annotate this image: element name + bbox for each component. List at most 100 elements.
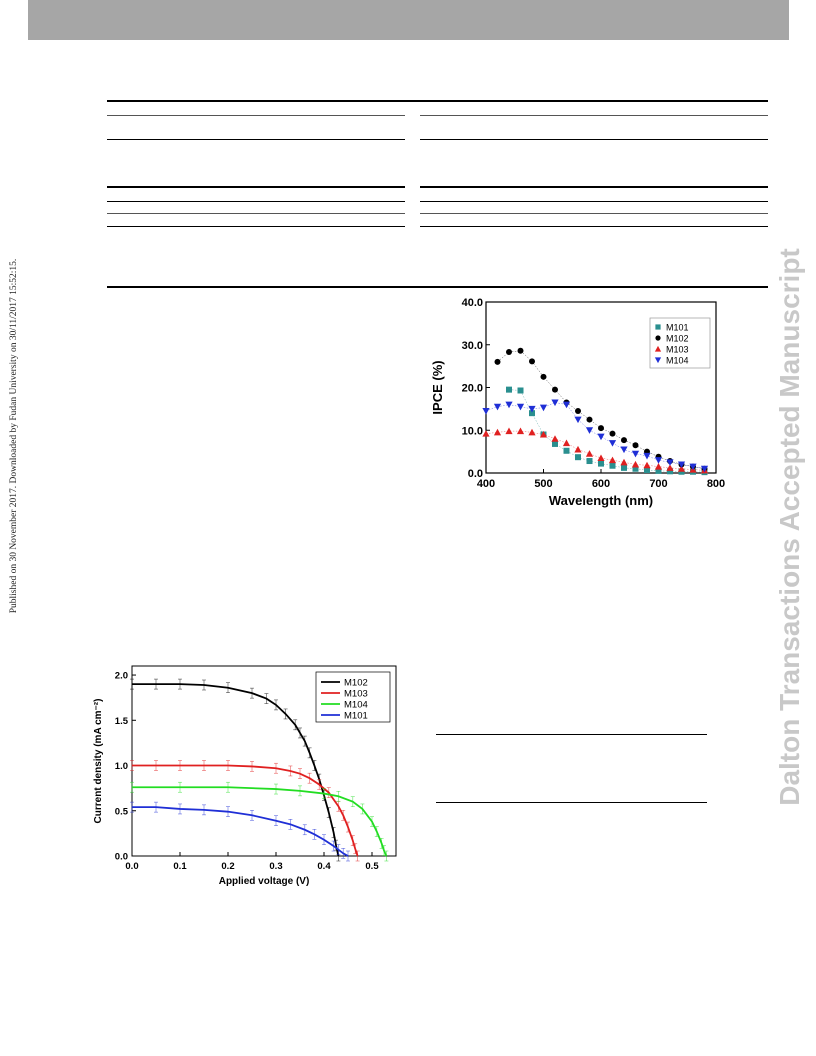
- data-point: [563, 447, 570, 454]
- data-point: [493, 403, 502, 411]
- data-point: [585, 427, 594, 434]
- data-point: [700, 465, 709, 473]
- x-tick-label: 0.4: [317, 861, 331, 872]
- data-point: [608, 440, 617, 447]
- journal-header-bar: [28, 0, 789, 40]
- data-point: [598, 460, 604, 467]
- x-tick-label: 400: [477, 478, 495, 490]
- watermark-text: Dalton Transactions Accepted Manuscript: [774, 248, 805, 806]
- data-point: [575, 454, 581, 461]
- data-point: [528, 428, 536, 436]
- series-m101: [130, 801, 350, 862]
- data-point: [506, 386, 512, 393]
- data-point: [516, 427, 525, 435]
- table-rule: [420, 226, 768, 227]
- data-point: [654, 457, 663, 464]
- data-point: [621, 464, 627, 471]
- data-point: [620, 446, 628, 454]
- data-point: [677, 465, 686, 472]
- data-point: [505, 401, 513, 409]
- data-point: [529, 410, 535, 417]
- data-point: [517, 387, 524, 394]
- y-tick-label: 2.0: [115, 671, 128, 682]
- legend-marker: [655, 335, 661, 341]
- legend-label: M103: [666, 345, 689, 355]
- data-point: [494, 358, 501, 365]
- legend-marker: [655, 324, 661, 330]
- legend-label: M102: [666, 334, 689, 344]
- table-rule: [107, 201, 405, 202]
- table-rule: [107, 100, 768, 102]
- y-axis-label: IPCE (%): [430, 360, 445, 414]
- series-guide-line: [485, 430, 705, 471]
- data-point: [667, 468, 673, 475]
- data-point: [632, 442, 639, 449]
- y-tick-label: 30.0: [462, 340, 483, 352]
- data-point: [632, 465, 639, 472]
- x-tick-label: 0.5: [365, 861, 379, 872]
- x-tick-label: 0.0: [125, 861, 138, 872]
- table-rule: [436, 802, 707, 803]
- y-tick-label: 40.0: [462, 297, 483, 309]
- data-point: [517, 347, 524, 354]
- legend-box: [315, 671, 391, 723]
- y-tick-label: 0.0: [115, 852, 128, 863]
- data-point: [597, 454, 605, 462]
- x-tick-label: 800: [707, 478, 725, 490]
- data-point: [529, 358, 535, 365]
- table-rule: [107, 286, 768, 288]
- series-line: [132, 683, 340, 857]
- data-point: [586, 416, 593, 423]
- x-tick-label: 600: [592, 478, 610, 490]
- data-point: [643, 461, 651, 469]
- data-point: [609, 430, 616, 437]
- table-rule: [420, 213, 768, 214]
- data-point: [586, 458, 593, 465]
- legend-label: M101: [344, 711, 368, 722]
- data-point: [655, 467, 662, 474]
- table-rule: [420, 139, 768, 140]
- data-point: [552, 440, 558, 447]
- ipce-chart: 400 500 600 700 800 0.0 10.0 20.0 30.0 40.0 Wavele…: [430, 297, 725, 508]
- y-tick-label: 1.5: [115, 716, 129, 727]
- table-rule: [107, 115, 405, 116]
- table-rule: [107, 186, 405, 188]
- data-point: [677, 461, 686, 469]
- x-axis-label: Wavelength (nm): [549, 493, 653, 508]
- series-line: [132, 764, 359, 857]
- series-m103: [482, 427, 709, 474]
- legend-label: M103: [344, 689, 368, 700]
- data-point: [631, 450, 640, 458]
- data-point: [598, 425, 604, 432]
- data-point: [575, 408, 581, 415]
- data-point: [608, 456, 617, 464]
- data-point: [493, 428, 502, 436]
- data-point: [609, 462, 616, 469]
- y-tick-label: 1.0: [115, 761, 128, 772]
- x-tick-label: 0.2: [221, 861, 234, 872]
- data-point: [482, 408, 490, 415]
- data-point: [631, 460, 640, 468]
- table-rule: [420, 186, 768, 188]
- y-tick-label: 0.0: [468, 468, 483, 480]
- y-tick-label: 0.5: [115, 806, 129, 817]
- legend-label: M101: [666, 323, 689, 333]
- series-m104: [130, 781, 389, 862]
- legend-label: M104: [666, 356, 689, 366]
- x-tick-label: 700: [649, 478, 667, 490]
- table-rule: [420, 201, 768, 202]
- data-point: [621, 437, 627, 444]
- data-point: [551, 435, 559, 442]
- data-point: [482, 430, 490, 437]
- series-m102: [130, 678, 341, 862]
- legend-marker: [654, 357, 662, 364]
- y-tick-label: 20.0: [462, 383, 483, 395]
- series-m103: [130, 760, 360, 862]
- data-point: [539, 404, 548, 412]
- data-point: [666, 459, 674, 466]
- table-rule: [107, 213, 405, 214]
- x-axis-label: Applied voltage (V): [219, 876, 310, 887]
- series-guide-line: [497, 350, 705, 469]
- table-rule: [420, 115, 768, 116]
- legend-label: M104: [344, 700, 368, 711]
